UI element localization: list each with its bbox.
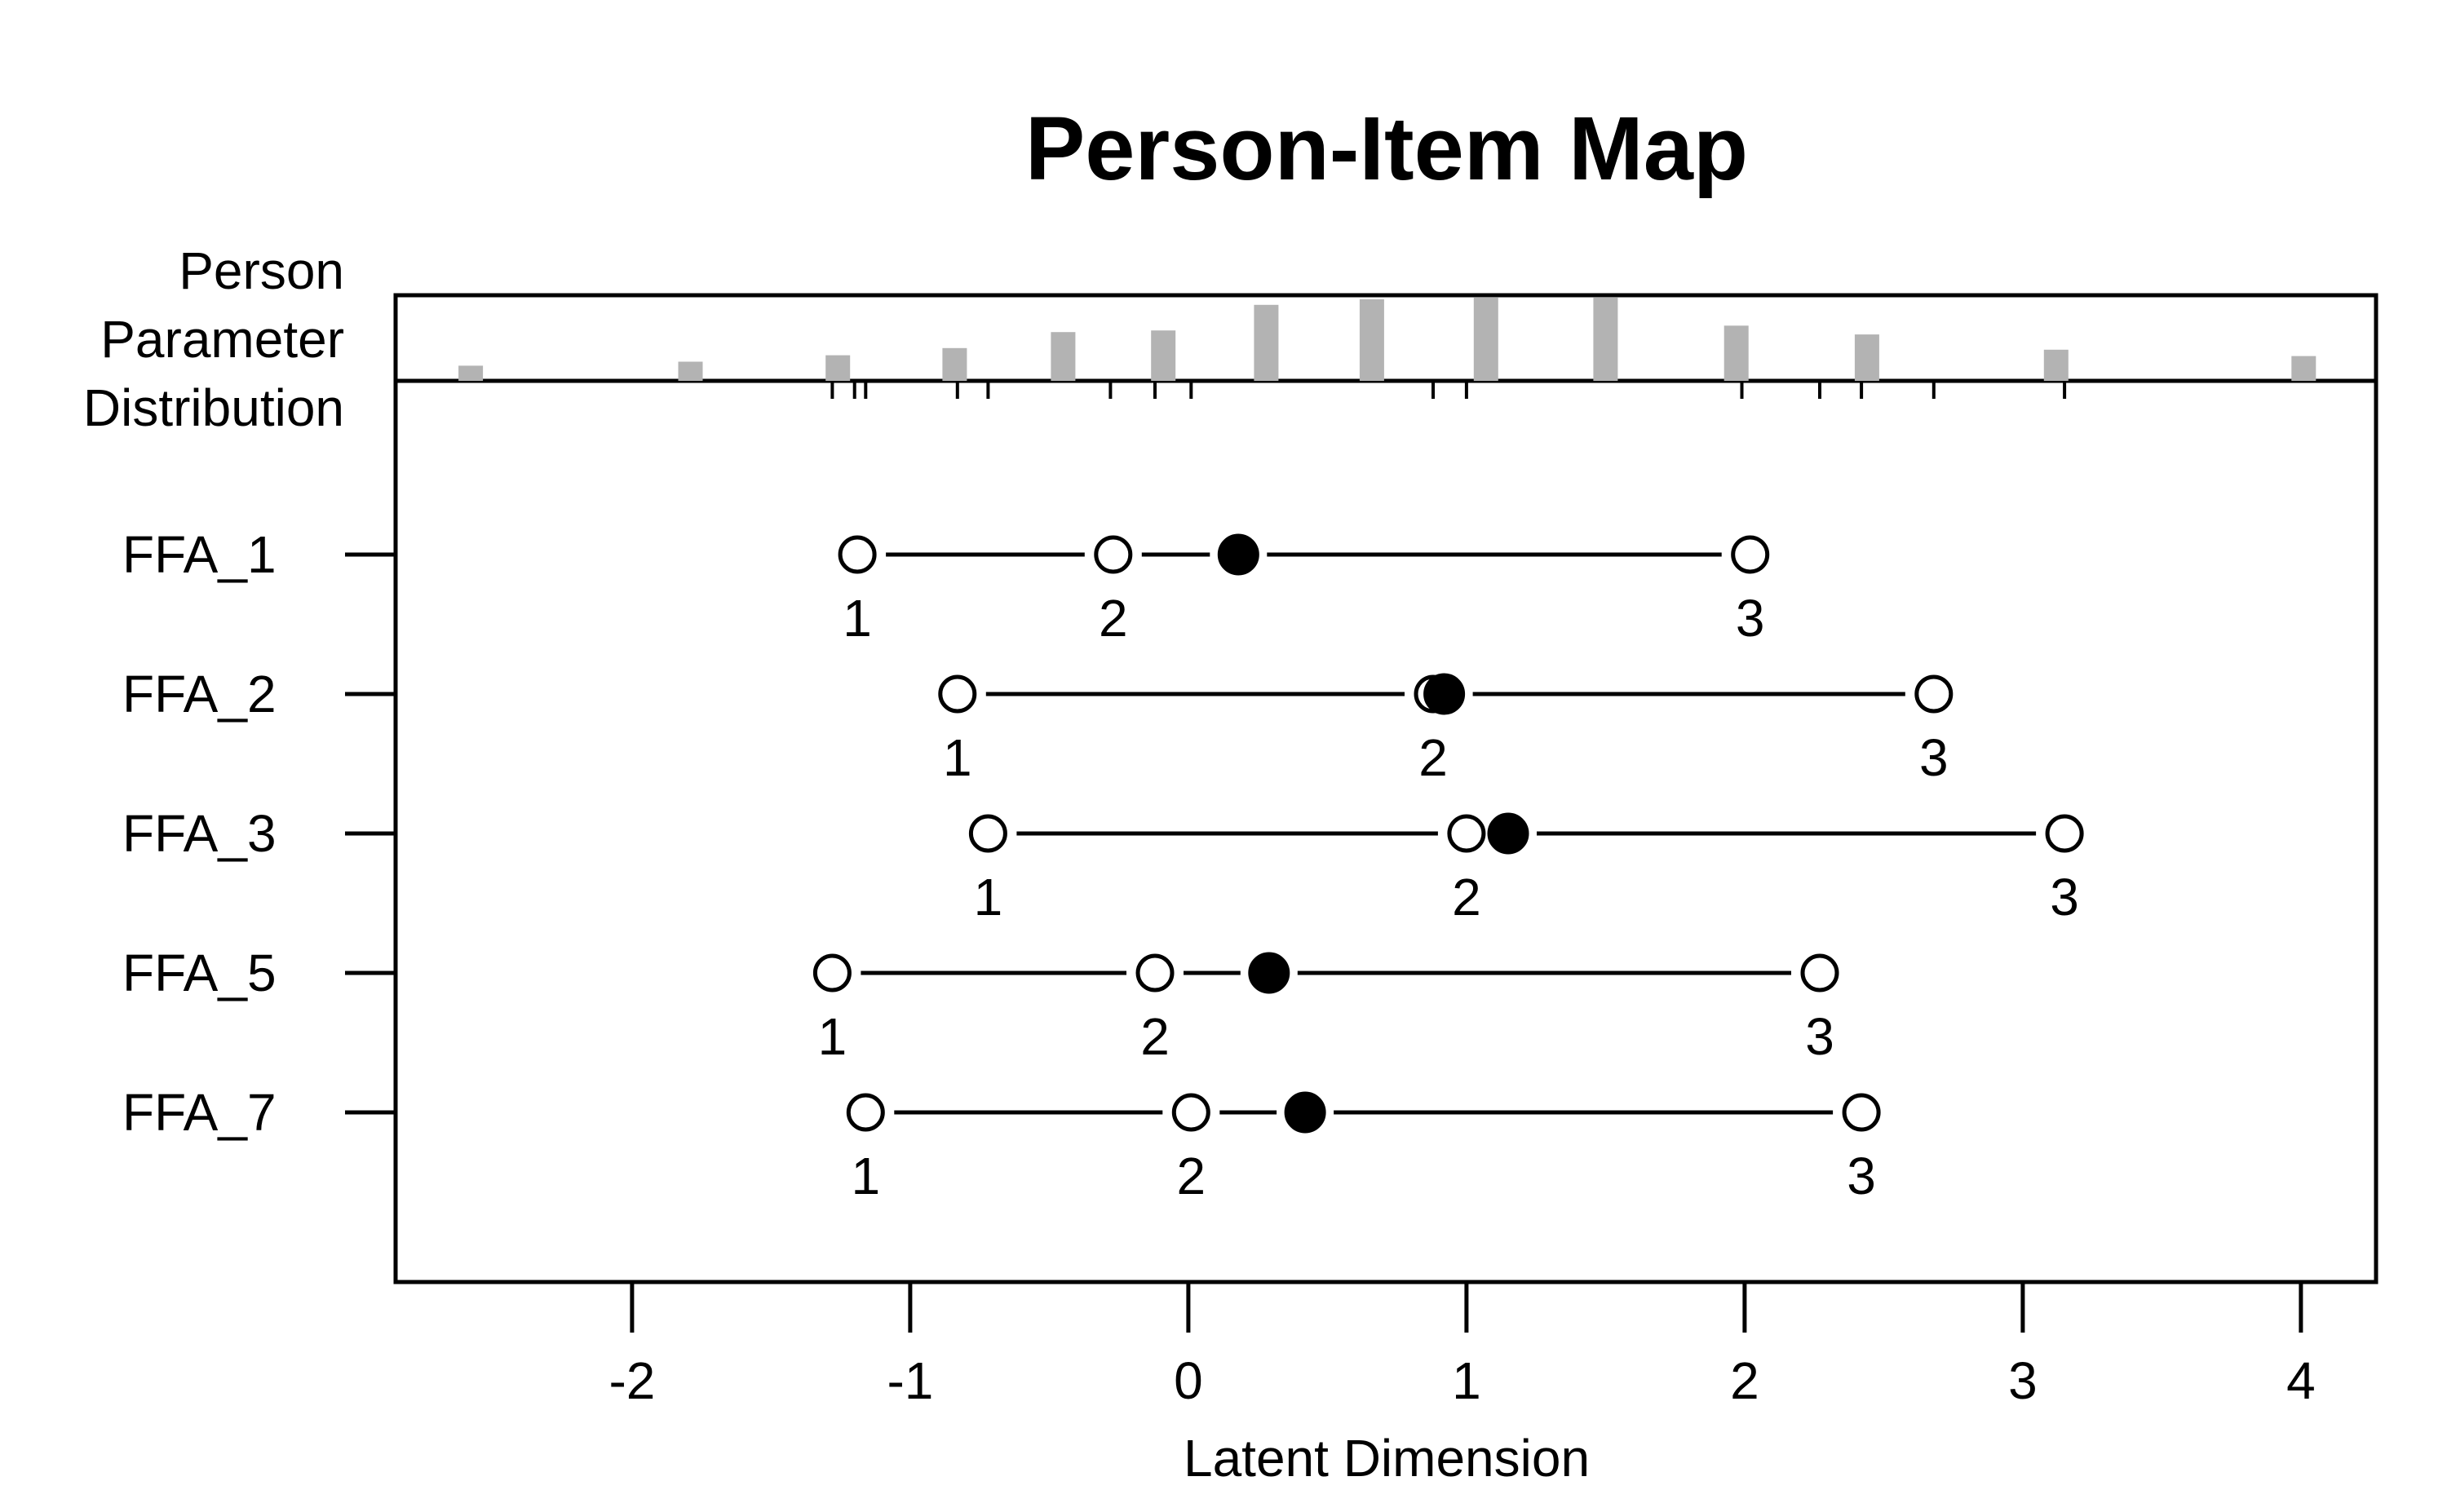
threshold-ticks [830,381,2067,399]
threshold-point [1842,1093,1881,1132]
threshold-point [1094,535,1133,574]
threshold-point [1800,953,1839,993]
ylabel-line-1: Person [179,241,344,300]
threshold-point [838,535,877,574]
x-tick-label: 1 [1452,1351,1481,1410]
item-location-point [1284,1091,1326,1134]
histogram-bar [678,361,703,381]
threshold-label: 2 [1177,1147,1206,1205]
item-label: FFA_5 [122,944,277,1002]
item-location-point [1217,533,1259,576]
item-location-point [1248,952,1290,994]
item-label: FFA_2 [122,665,277,723]
histogram-bar [1359,299,1384,381]
item-row: FFA_3 1 2 3 [122,804,2084,926]
threshold-label: 1 [974,868,1003,926]
x-axis: -2 -1 0 1 2 3 4 [608,1282,2316,1410]
histogram-bar [458,365,484,381]
histogram-bar [1473,298,1498,381]
threshold-point [1171,1093,1210,1132]
ylabel-line-2: Parameter [100,310,344,369]
histogram-bar [2043,349,2069,381]
threshold-point [1914,674,1954,714]
ylabel-line-3: Distribution [83,378,344,437]
threshold-label: 1 [852,1147,881,1205]
x-tick-label: -1 [887,1351,933,1410]
histogram-bar [942,347,967,381]
threshold-point [812,953,852,993]
histogram-bar [1854,334,1879,381]
histogram-bar [2291,356,2316,381]
item-label: FFA_1 [122,525,277,584]
threshold-label: 2 [1452,868,1481,926]
threshold-label: 1 [818,1007,847,1066]
item-label: FFA_7 [122,1083,277,1142]
histogram-bar [1593,298,1618,381]
threshold-label: 1 [843,589,872,648]
threshold-point [1447,814,1486,853]
item-row: FFA_1 1 2 3 [122,525,1770,648]
chart-title: Person-Item Map [1025,99,1748,199]
item-location-point [1423,673,1466,715]
x-tick-label: 4 [2286,1351,2316,1410]
item-row: FFA_2 1 2 3 [122,665,1954,787]
x-tick-label: 0 [1174,1351,1203,1410]
histogram-bar [825,355,851,381]
threshold-point [2045,814,2084,853]
threshold-label: 3 [1919,728,1949,787]
threshold-label: 2 [1099,589,1128,648]
person-distribution-bars [458,298,2316,381]
threshold-label: 2 [1140,1007,1170,1066]
threshold-point [1135,953,1175,993]
threshold-label: 2 [1418,728,1448,787]
threshold-label: 3 [1805,1007,1834,1066]
threshold-point [968,814,1007,853]
item-label: FFA_3 [122,804,277,863]
x-tick-label: 2 [1730,1351,1759,1410]
item-row: FFA_7 1 2 3 [122,1083,1881,1205]
item-row: FFA_5 1 2 3 [122,944,1839,1066]
threshold-point [938,674,977,714]
threshold-label: 3 [2050,868,2079,926]
threshold-point [1731,535,1770,574]
histogram-bar [1254,304,1279,381]
threshold-label: 3 [1736,589,1765,648]
x-axis-label: Latent Dimension [1184,1429,1590,1488]
threshold-label: 3 [1847,1147,1876,1205]
item-location-point [1487,812,1529,855]
x-tick-label: 3 [2008,1351,2038,1410]
histogram-bar [1051,332,1076,381]
histogram-bar [1151,330,1176,381]
threshold-label: 1 [943,728,972,787]
x-tick-label: -2 [608,1351,655,1410]
histogram-bar [1724,325,1749,381]
item-rows: FFA_1 1 2 3 FFA_2 1 2 3 FFA_3 1 2 3 FFA_5 1 2 3 FFA_7 1 2 3 [122,525,2084,1205]
threshold-point [846,1093,885,1132]
